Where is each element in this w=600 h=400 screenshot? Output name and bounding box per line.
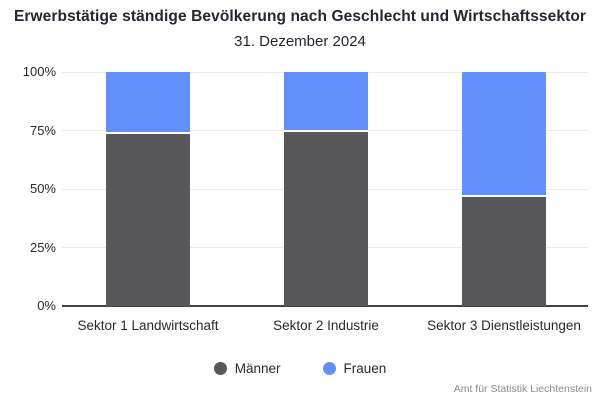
- legend-marker-icon: [322, 361, 336, 375]
- bar-segment-frauen: [462, 72, 546, 198]
- y-axis-tick-label: 100%: [22, 64, 56, 79]
- source-credit: Amt für Statistik Liechtenstein: [453, 383, 592, 395]
- bar-segment-maenner: [462, 197, 546, 306]
- legend-marker-icon: [213, 361, 227, 375]
- legend-item-frauen[interactable]: Frauen: [322, 360, 387, 376]
- y-axis-tick-label: 0%: [37, 298, 56, 313]
- y-axis-tick-label: 75%: [29, 122, 56, 138]
- y-axis-tick-label: 50%: [29, 181, 56, 196]
- bar-segment-frauen: [106, 72, 190, 134]
- x-axis-label: Sektor 3 Dienstleistungen: [427, 318, 581, 333]
- legend-label: Frauen: [343, 360, 387, 376]
- x-axis-label: Sektor 1 Landwirtschaft: [77, 318, 219, 333]
- x-axis-label: Sektor 2 Industrie: [273, 318, 379, 333]
- bar-group: [462, 72, 546, 306]
- x-axis-baseline: [62, 305, 588, 307]
- y-axis-tick-label: 25%: [29, 239, 56, 255]
- bar-segment-frauen: [284, 72, 368, 132]
- bar-segment-maenner: [284, 131, 368, 306]
- bar-group: [284, 72, 368, 306]
- plot-area: [62, 71, 588, 307]
- legend-item-maenner[interactable]: Männer: [213, 360, 281, 376]
- bar-segment-maenner: [106, 134, 190, 306]
- legend: Männer Frauen: [0, 358, 600, 378]
- chart-subtitle: 31. Dezember 2024: [234, 33, 366, 50]
- chart-title: Erwerbstätige ständige Bevölkerung nach …: [13, 8, 587, 25]
- bar-group: [106, 72, 190, 306]
- legend-label: Männer: [234, 360, 281, 376]
